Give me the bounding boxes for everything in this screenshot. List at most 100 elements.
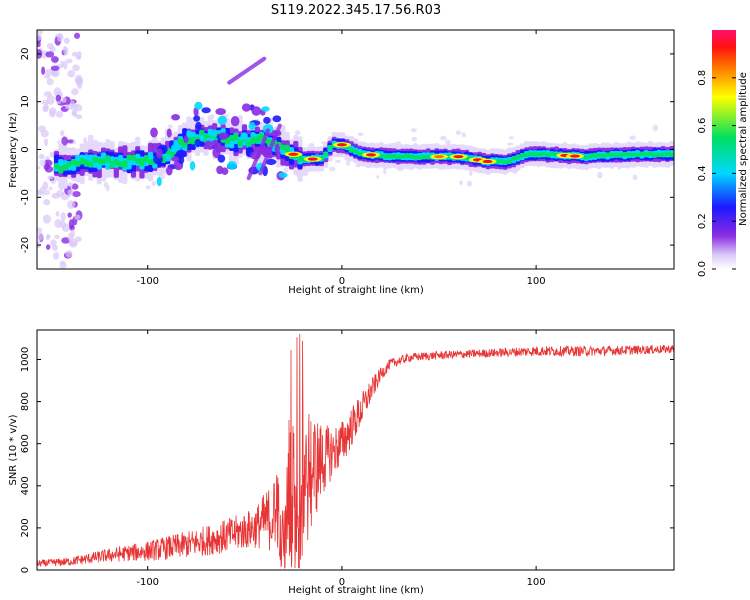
spectrogram-noise-blob xyxy=(167,124,174,129)
spectrogram-noise-blob xyxy=(59,221,66,229)
spectrogram-noise-blob xyxy=(376,175,380,179)
spectrogram-noise-blob xyxy=(72,107,78,118)
spectrogram-ytick-label: -20 xyxy=(20,237,31,253)
spectrogram-ridge-cell xyxy=(536,152,542,157)
spectrogram-noise-blob xyxy=(51,192,61,199)
colorbar-tick-label: 0.8 xyxy=(697,70,708,86)
spectrogram-ridge-cell xyxy=(532,152,538,157)
spectrogram-ridge-cell xyxy=(417,155,423,160)
spectrogram-ridge-cell xyxy=(96,158,102,165)
spectrogram-blob xyxy=(248,121,256,131)
spectrogram-noise-blob xyxy=(469,170,473,177)
spectrogram-ridge-cell xyxy=(387,154,393,159)
spectrogram-ridge-cell xyxy=(421,155,427,160)
spectrogram-ridge-cell xyxy=(630,152,636,157)
spectrogram-blob xyxy=(156,176,162,187)
spectrogram-blob xyxy=(194,138,202,148)
spectrogram-ridge-cell xyxy=(412,155,419,160)
spectrogram-noise-blob xyxy=(37,30,43,35)
spectrogram-ridge-cell xyxy=(113,159,119,165)
spectrogram-ridge-cell xyxy=(229,135,235,142)
spectrogram-noise-blob xyxy=(459,180,464,185)
spectrogram-blob xyxy=(211,139,219,148)
spectrogram-blob xyxy=(171,114,180,121)
spectrogram-noise-blob xyxy=(37,189,43,196)
spectrogram-noise-blob xyxy=(55,211,60,217)
colorbar-tick-label: 0.2 xyxy=(697,213,708,229)
spectrogram-noise-blob xyxy=(55,110,64,118)
spectrogram-ridge-cell xyxy=(284,144,290,153)
spectrogram-ridge-cell xyxy=(523,152,530,158)
snr-ytick-label: 800 xyxy=(20,392,31,411)
snr-frame xyxy=(36,329,675,571)
spectrogram-ridge-cell xyxy=(545,153,551,158)
spectrogram-noise-blob xyxy=(56,32,64,42)
spectrogram-noise-blob xyxy=(50,65,60,71)
colorbar-gradient xyxy=(712,30,736,269)
spectrogram-ridge-cell xyxy=(88,161,94,168)
spectrogram-ridge-cell xyxy=(626,152,632,158)
spectrogram-noise-blob xyxy=(60,212,66,222)
spectrogram-blob xyxy=(217,154,226,163)
spectrogram-ridge-cell xyxy=(656,152,662,158)
spectrogram-xtick-label: -100 xyxy=(136,276,159,287)
spectrogram-xtick-label: 100 xyxy=(527,276,546,287)
colorbar-label: Normalized spectral amplitude xyxy=(738,72,749,226)
spectrogram-noise-blob xyxy=(61,97,67,104)
spectrogram-noise-blob xyxy=(43,91,52,97)
spectrogram-ridge-cell xyxy=(109,161,115,169)
spectrogram-noise-blob xyxy=(506,142,514,146)
spectrogram-ridge-cell xyxy=(613,152,619,157)
spectrogram-ridge-cell xyxy=(519,153,525,158)
spectrogram-noise-blob xyxy=(45,244,51,250)
spectrogram-ridge-cell xyxy=(399,154,406,159)
spectrogram-noise-blob xyxy=(46,78,54,86)
spectrogram-noise-blob xyxy=(383,168,387,175)
spectrogram-ridge-cell xyxy=(177,138,184,146)
spectrogram-noise-blob xyxy=(60,130,65,136)
spectrogram-blob xyxy=(221,167,229,176)
spectrogram-noise-blob xyxy=(629,135,636,140)
spectrogram-noise-blob xyxy=(43,138,49,147)
spectrogram-noise-blob xyxy=(51,244,59,251)
spectrogram-ridge-cell xyxy=(583,155,589,160)
spectrogram-blob xyxy=(251,106,262,116)
spectrogram-noise-blob xyxy=(53,87,62,97)
spectrogram-noise-blob xyxy=(42,214,52,224)
snr-plot-area xyxy=(37,330,674,570)
spectrogram-ridge-cell xyxy=(280,144,286,151)
snr-xtick-label: 0 xyxy=(339,577,345,588)
spectrogram-noise-blob xyxy=(455,130,462,135)
spectrogram-ridge-cell xyxy=(58,165,64,174)
spectrogram-noise-blob xyxy=(335,159,341,163)
spectrogram-heatmap xyxy=(37,30,674,269)
spectrogram-noise-blob xyxy=(50,56,59,63)
spectrogram-noise-blob xyxy=(652,124,659,132)
spectrogram-ridge-cell xyxy=(100,158,107,165)
spectrogram-noise-blob xyxy=(508,136,514,140)
spectrogram-ridge-cell xyxy=(617,152,624,158)
snr-xtick-label: 100 xyxy=(527,577,546,588)
spectrogram-blob xyxy=(165,166,173,176)
spectrogram-blob xyxy=(178,155,185,165)
spectrogram-ridge-cell xyxy=(122,160,128,168)
spectrogram-blob xyxy=(194,101,203,110)
colorbar-tick-label: 0.4 xyxy=(697,165,708,181)
spectrogram-noise-blob xyxy=(67,212,72,218)
spectrogram-noise-blob xyxy=(63,60,68,70)
spectrogram-ridge-cell xyxy=(327,145,333,150)
spectrogram-ridge-cell xyxy=(391,153,397,159)
spectrogram-ridge-cell xyxy=(528,151,534,156)
spectrogram-noise-blob xyxy=(37,232,44,241)
spectrogram-noise-blob xyxy=(37,34,43,41)
spectrogram-noise-blob xyxy=(43,198,51,206)
spectrogram-blob xyxy=(230,116,240,127)
spectrogram-noise-blob xyxy=(46,42,54,50)
spectrogram-streak xyxy=(258,123,282,176)
spectrogram-blob xyxy=(261,106,270,112)
snr-ytick-label: 200 xyxy=(20,518,31,537)
spectrogram-noise-blob xyxy=(60,60,65,67)
spectrogram-noise-blob xyxy=(597,171,603,179)
spectrogram-ridge-cell xyxy=(199,129,205,136)
spectrogram-ridge-cell xyxy=(647,151,654,156)
